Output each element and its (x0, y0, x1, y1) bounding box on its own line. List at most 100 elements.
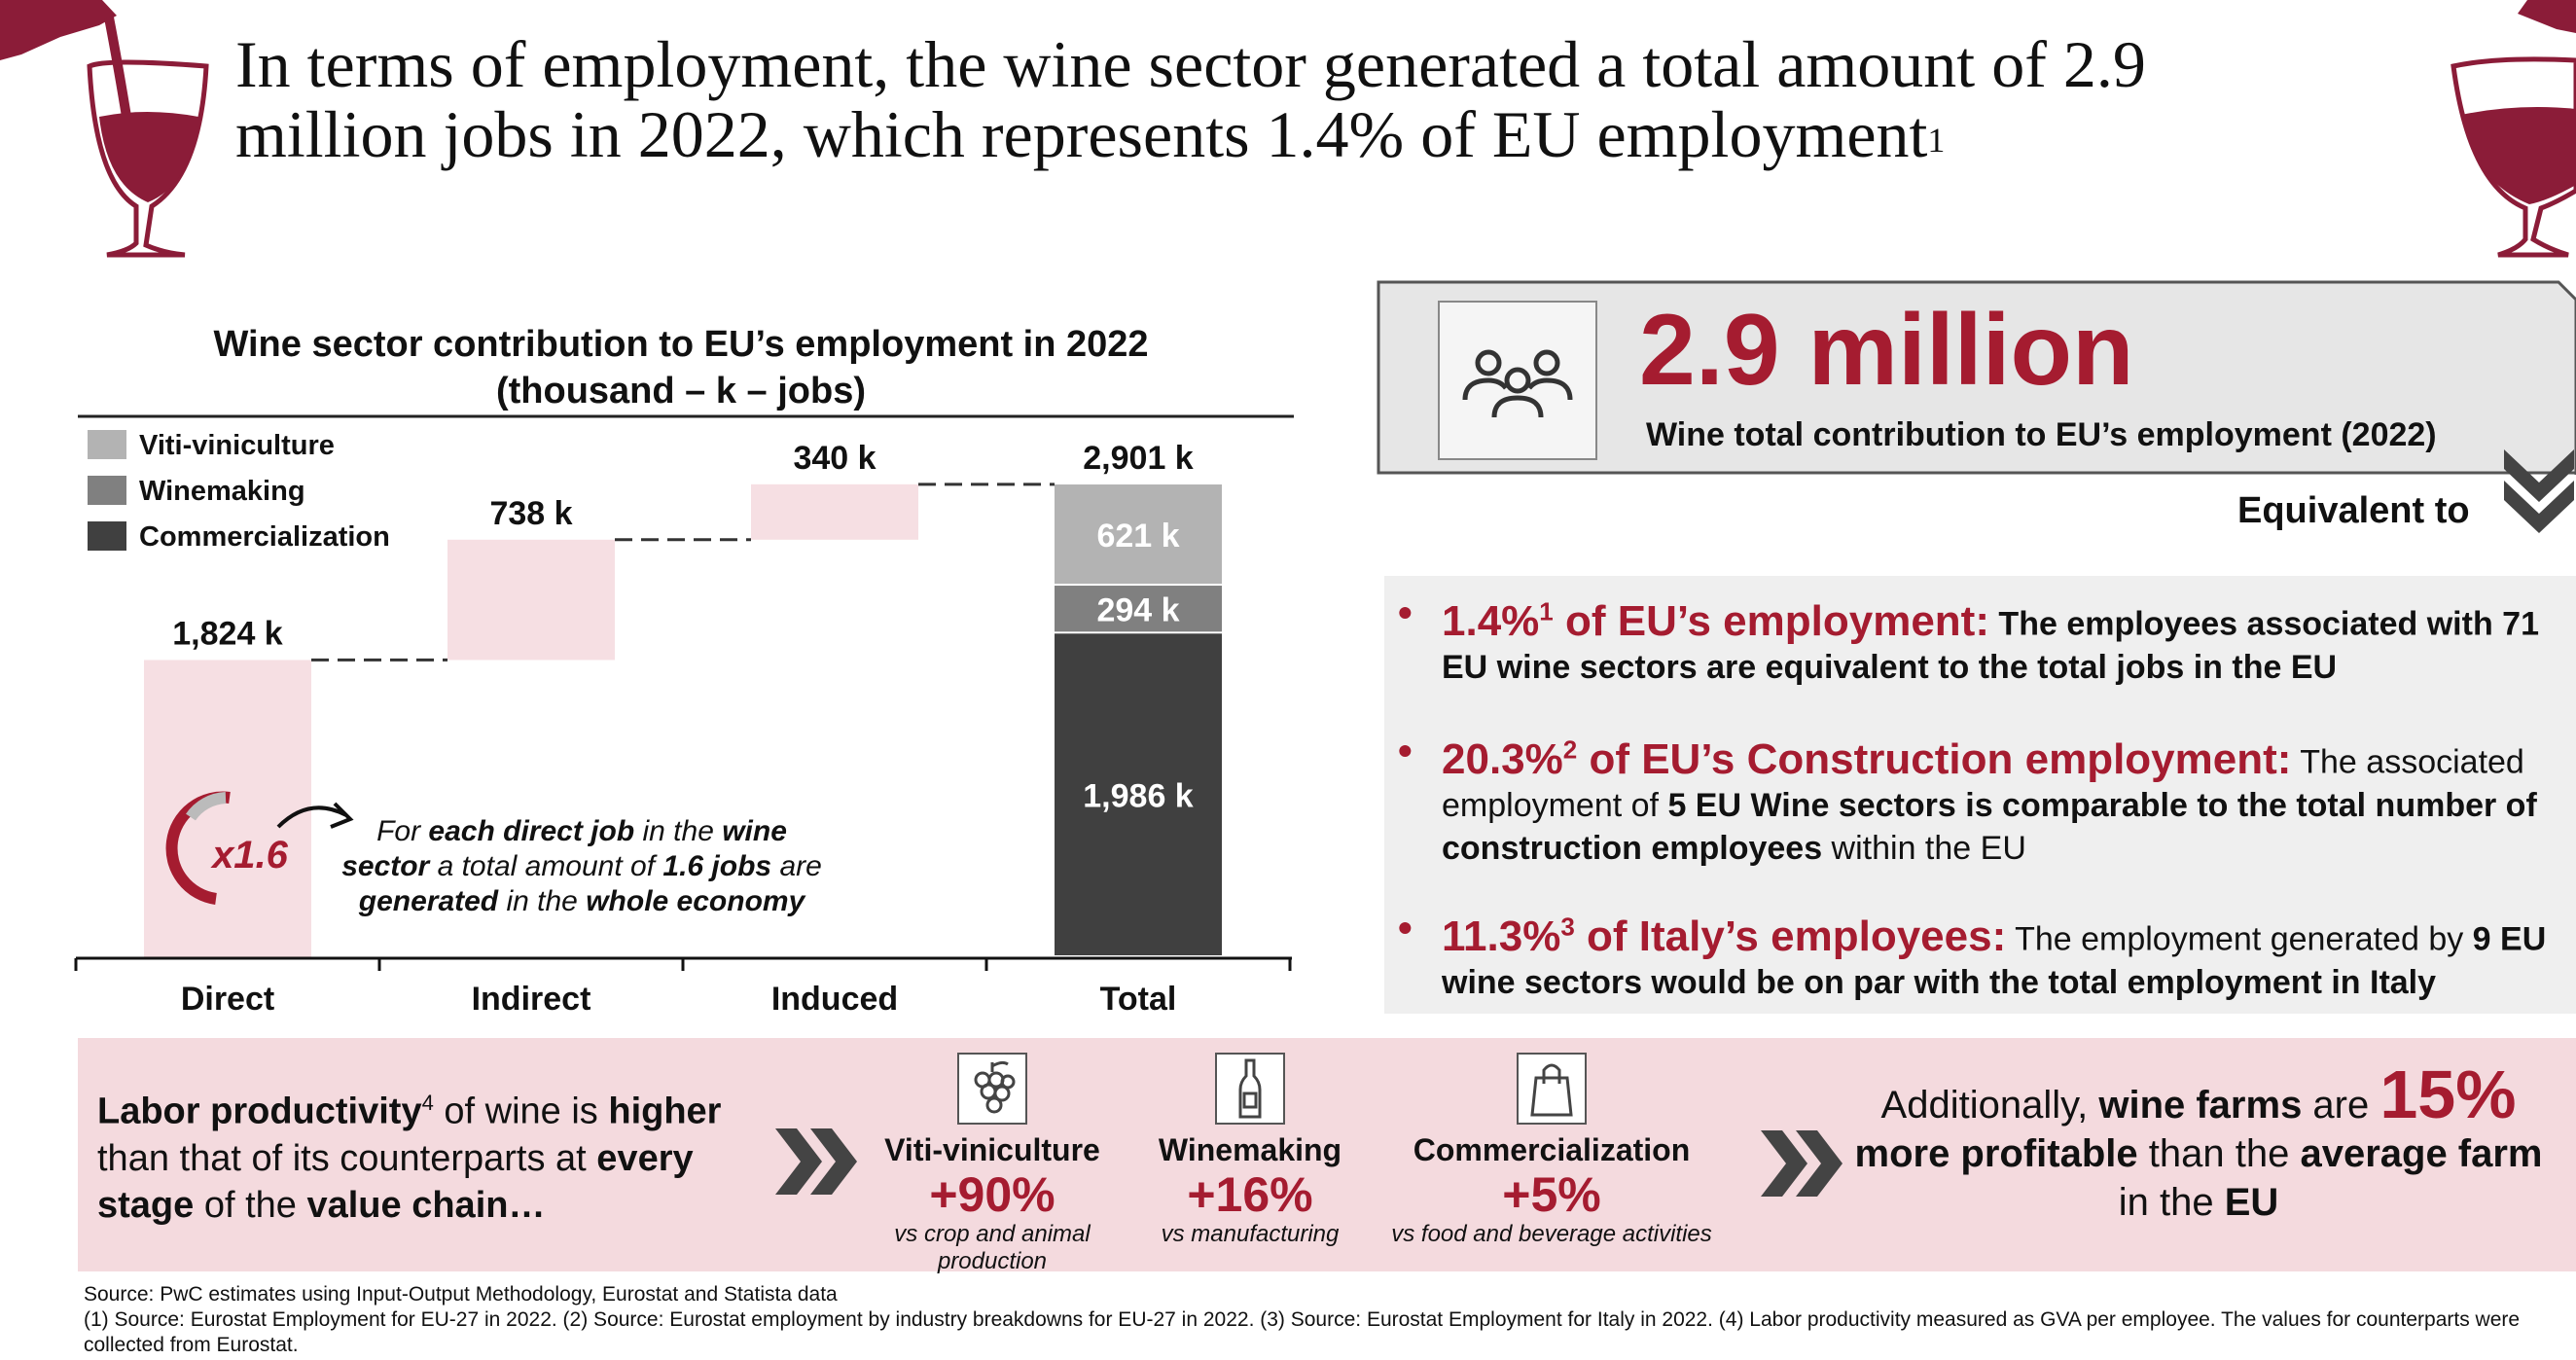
farms-text-are: are (2302, 1084, 2380, 1127)
chart-title-text: Wine sector contribution to EU’s employm… (213, 324, 1149, 365)
equivalent-text: 20.3%2 of EU’s Construction employment: … (1442, 728, 2565, 870)
productivity-item: Commercialization +5% vs food and beverage… (1391, 1053, 1712, 1248)
x-axis-label: Total (1100, 981, 1177, 1018)
legend-label: Viti-viniculture (139, 430, 335, 461)
legend-swatch (88, 430, 126, 459)
equivalent-headline: 20.3%2 of EU’s Construction employment: (1442, 734, 2292, 783)
legend-label: Winemaking (139, 476, 305, 507)
farms-text-than: than the (2137, 1132, 2301, 1175)
bar-value-label: 738 k (489, 495, 572, 532)
multiplier-text-part: in the (498, 885, 586, 917)
multiplier-explanation-line: For each direct job in the wine (376, 815, 787, 847)
farms-text-average-farm: average farm (2300, 1132, 2543, 1175)
multiplier-text-part: generated (358, 885, 499, 917)
equivalent-detail: 9 EU wine sectors would be on par with t… (1442, 920, 2547, 1001)
equivalent-text: 11.3%3 of Italy’s employees: The employm… (1442, 905, 2565, 1004)
waterfall-bar (447, 539, 615, 661)
multiplier-explanation-line: sector a total amount of 1.6 jobs are (341, 850, 822, 882)
chart-subtitle: (thousand – k – jobs) (495, 371, 867, 412)
equivalent-detail: The employment generated by (2006, 920, 2473, 958)
footer-footnotes: (1) Source: Eurostat Employment for EU-2… (84, 1308, 2521, 1356)
productivity-band (78, 1038, 2576, 1271)
productivity-item: Viti-viniculture +90% vs crop and animal p… (876, 1053, 1109, 1275)
equivalent-to-label: Equivalent to (2237, 490, 2470, 531)
productivity-stage-name: Commercialization (1413, 1132, 1691, 1167)
total-jobs-caption: Wine total contribution to EU’s employme… (1646, 416, 2437, 453)
grapes-icon (957, 1053, 1027, 1125)
productivity-lead-part: of the (194, 1184, 307, 1226)
productivity-stage-name: Viti-viniculture (884, 1132, 1100, 1167)
farms-text-wine-farms: wine farms (2098, 1084, 2303, 1127)
productivity-lead-part: higher (608, 1091, 722, 1132)
farms-text-more-profitable: more profitable (1854, 1132, 2138, 1175)
chart-title: Wine sector contribution to EU’s employm… (78, 321, 1284, 414)
footnote-marker: 1 (1927, 121, 1946, 160)
page-title: In terms of employment, the wine sector … (235, 29, 2415, 169)
productivity-lead-part: 4 (421, 1091, 434, 1115)
multiplier-text-part: wine (722, 815, 787, 847)
multiplier-value: x1.6 (210, 834, 289, 877)
multiplier-text-part: in the (634, 815, 722, 847)
equivalents-panel (1384, 576, 2576, 1014)
equivalent-detail: The associated employment of (1442, 743, 2524, 824)
total-jobs-value: 2.9 million (1639, 294, 2134, 407)
footnote-marker: 3 (1560, 912, 1575, 941)
equivalent-detail: 5 EU Wine sectors is comparable to the t… (1442, 786, 2537, 867)
farms-text-eu: EU (2224, 1181, 2279, 1224)
wine-glass-left-icon (0, 0, 209, 258)
farms-text-in-the: in the (2118, 1181, 2225, 1224)
multiplier-explanation-line: generated in the whole economy (358, 885, 806, 917)
productivity-lead-part: than that of its counterparts at (97, 1137, 597, 1179)
equivalent-headline: 11.3%3 of Italy’s employees: (1442, 912, 2007, 960)
waterfall-bar (144, 660, 311, 957)
shopping-bag-icon (1517, 1053, 1587, 1125)
equivalent-item: • 1.4%1 of EU’s employment: The employees… (1398, 590, 2565, 689)
productivity-value: +16% (1187, 1167, 1313, 1222)
legend-swatch (88, 521, 126, 551)
multiplier-text-part: each direct job (428, 815, 634, 847)
double-chevron-right-icon (1761, 1130, 1843, 1197)
farm-profitability-text: Additionally, wine farms are 15% more pr… (1848, 1060, 2549, 1227)
x-axis-label: Induced (771, 981, 898, 1018)
productivity-lead-part: every stage (97, 1137, 694, 1226)
footer-source: Source: PwC estimates using Input-Output… (84, 1283, 838, 1306)
multiplier-text-part: For (376, 815, 428, 847)
segment-value-label: 621 k (1096, 518, 1179, 555)
productivity-item: Winemaking +16% vs manufacturing (1128, 1053, 1372, 1248)
employment-waterfall-chart: Viti-viniculture Winemaking Commercializat… (74, 414, 1294, 1018)
waterfall-bar (751, 483, 918, 540)
total-segment-viti-viniculture (1055, 484, 1222, 585)
total-segment-commercialization (1055, 633, 1222, 955)
multiplier-text-part: a total amount of (429, 850, 662, 882)
curved-arrow-icon (276, 805, 347, 829)
productivity-comparison: vs food and beverage activities (1391, 1221, 1712, 1247)
multiplier-text-part: are (771, 850, 822, 882)
segment-value-label: 294 k (1096, 592, 1179, 629)
bullet-icon: • (1398, 728, 1413, 773)
productivity-lead-part: Labor productivity (97, 1091, 422, 1132)
wine-bottle-icon (1215, 1053, 1285, 1125)
total-value-label: 2,901 k (1083, 440, 1194, 477)
productivity-lead-part: of wine is (433, 1091, 609, 1132)
legend-swatch (88, 476, 126, 505)
double-chevron-right-icon (775, 1128, 857, 1195)
farms-text-pre: Additionally, (1880, 1084, 2099, 1127)
multiplier-text-part: whole economy (586, 885, 805, 917)
multiplier-text-part: sector (341, 850, 431, 882)
productivity-stage-name: Winemaking (1158, 1132, 1342, 1167)
equivalent-text: 1.4%1 of EU’s employment: The employees … (1442, 590, 2565, 689)
bar-value-label: 1,824 k (172, 615, 283, 652)
equivalent-detail: The employees associated with 71 EU wine… (1442, 605, 2539, 686)
productivity-value: +90% (929, 1167, 1055, 1222)
productivity-lead-part: value chain… (306, 1184, 546, 1226)
farms-percentage: 15% (2379, 1056, 2517, 1132)
multiplier-gauge-track (186, 792, 227, 821)
wine-glass-right-icon (2451, 0, 2576, 258)
footnote-marker: 2 (1562, 734, 1578, 764)
multiplier-text-part: 1.6 jobs (662, 850, 771, 882)
bullet-icon: • (1398, 905, 1413, 950)
people-group-icon (1438, 301, 1597, 460)
bar-value-label: 340 k (793, 440, 876, 477)
summary-banner (1377, 280, 2576, 475)
footer-notes: Source: PwC estimates using Input-Output… (84, 1282, 2555, 1358)
